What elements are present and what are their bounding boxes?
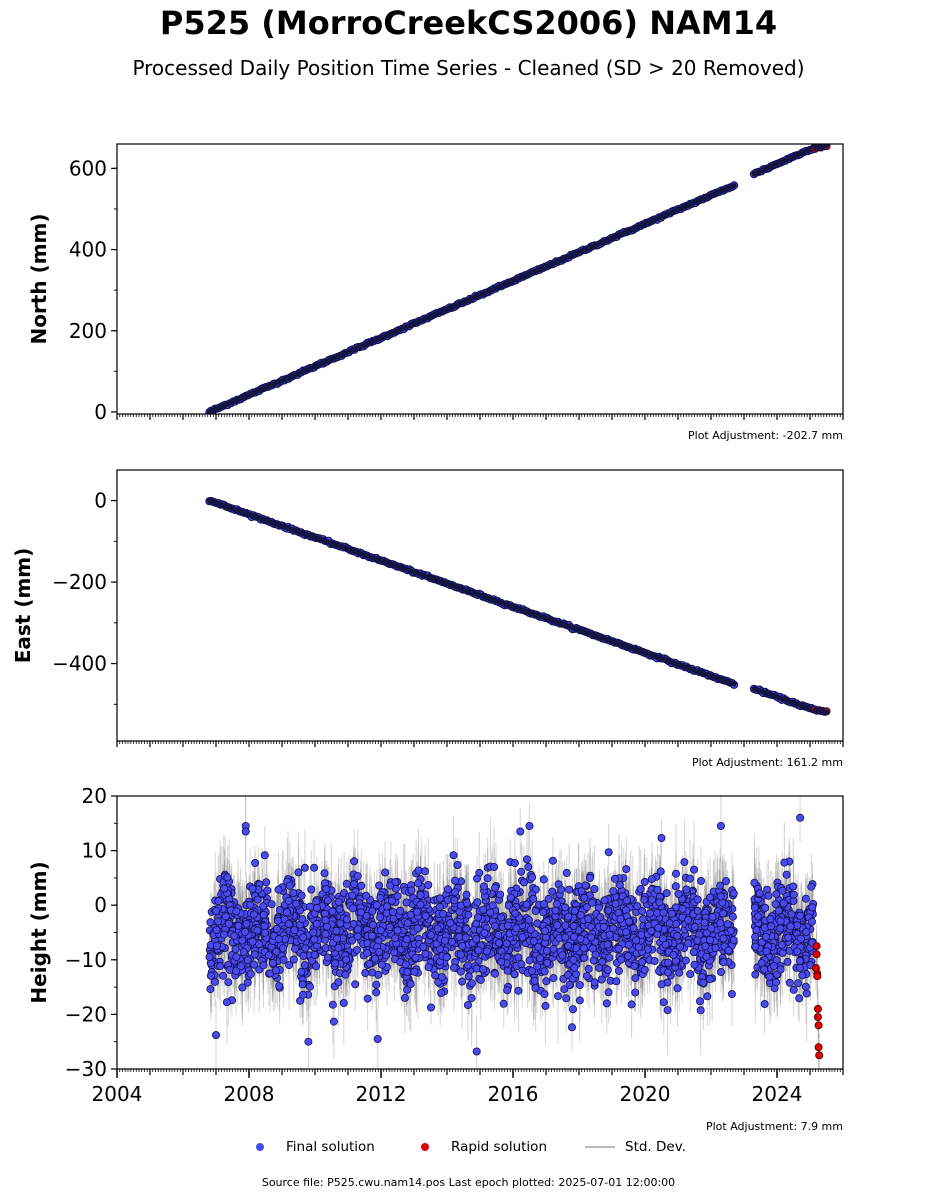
final-point <box>565 885 574 894</box>
final-point <box>300 863 309 872</box>
final-point <box>663 1006 672 1015</box>
final-trend <box>751 686 816 713</box>
final-point <box>297 891 306 900</box>
final-point <box>728 912 737 921</box>
final-point <box>260 851 269 860</box>
plot-adjustment-note: Plot Adjustment: -202.7 mm <box>688 429 843 442</box>
y-tick-label: −200 <box>52 570 107 594</box>
final-point <box>539 875 548 884</box>
final-point <box>541 1001 550 1010</box>
chart-title: P525 (MorroCreekCS2006) NAM14 <box>159 4 778 42</box>
final-point <box>640 877 649 886</box>
final-point <box>262 878 271 887</box>
final-point <box>703 992 712 1001</box>
final-point <box>602 999 611 1008</box>
final-point <box>524 862 533 871</box>
final-point <box>627 1000 636 1009</box>
final-point <box>544 894 553 903</box>
final-point <box>584 964 593 973</box>
final-point <box>219 971 228 980</box>
final-point <box>597 975 606 984</box>
rapid-trend <box>812 144 829 151</box>
final-point <box>517 867 526 876</box>
final-point <box>612 977 621 986</box>
y-tick-label: −400 <box>52 652 107 676</box>
final-point <box>375 881 384 890</box>
final-point <box>548 887 557 896</box>
chart-subtitle: Processed Daily Position Time Series - C… <box>132 56 805 80</box>
panel-1: 0 200 400 600 North (mm) Plot Adjustment: -20… <box>27 143 844 442</box>
rapid-trend <box>812 707 829 715</box>
final-point <box>575 981 584 990</box>
final-point <box>424 881 433 890</box>
y-tick-label: 400 <box>69 238 107 262</box>
final-point <box>483 874 492 883</box>
final-point <box>657 980 666 989</box>
plot-area <box>205 796 824 1069</box>
final-point <box>514 986 523 995</box>
plot-area <box>205 496 831 716</box>
final-point <box>496 890 505 899</box>
plot-adjustment-note: Plot Adjustment: 161.2 mm <box>692 756 843 769</box>
final-point <box>476 975 485 984</box>
final-point <box>686 970 695 979</box>
final-point <box>531 907 540 916</box>
final-point <box>590 885 599 894</box>
final-point <box>614 966 623 975</box>
final-point <box>376 893 385 902</box>
final-point <box>381 868 390 877</box>
final-trend <box>751 145 816 177</box>
final-point <box>238 983 247 992</box>
final-point <box>609 887 618 896</box>
final-trend <box>206 182 737 414</box>
final-point <box>453 861 462 870</box>
final-point <box>222 998 231 1007</box>
y-tick-label: 200 <box>69 319 107 343</box>
final-point <box>458 977 467 986</box>
final-point <box>569 1005 578 1014</box>
final-point <box>656 867 665 876</box>
y-tick-label: 0 <box>94 489 107 513</box>
y-tick-label: 600 <box>69 156 107 180</box>
final-point <box>289 955 298 964</box>
final-point <box>352 946 361 955</box>
final-point <box>250 960 259 969</box>
y-axis-label: North (mm) <box>27 213 51 344</box>
final-point <box>727 990 736 999</box>
final-trend <box>206 498 737 687</box>
final-point <box>659 998 668 1007</box>
final-point <box>575 996 584 1005</box>
final-point <box>490 969 499 978</box>
panel-2: 0 −200 −400 East (mm) Plot Adjustment: 161.2… <box>11 469 844 769</box>
final-point <box>467 994 476 1003</box>
final-point <box>206 918 215 927</box>
final-point <box>473 898 482 907</box>
y-axis-label: East (mm) <box>11 548 35 664</box>
final-point <box>206 985 215 994</box>
final-point <box>622 865 631 874</box>
final-point <box>251 859 260 868</box>
plot-area <box>205 144 831 414</box>
y-tick-label: 0 <box>94 400 107 424</box>
final-point <box>372 988 381 997</box>
final-point <box>543 958 552 967</box>
